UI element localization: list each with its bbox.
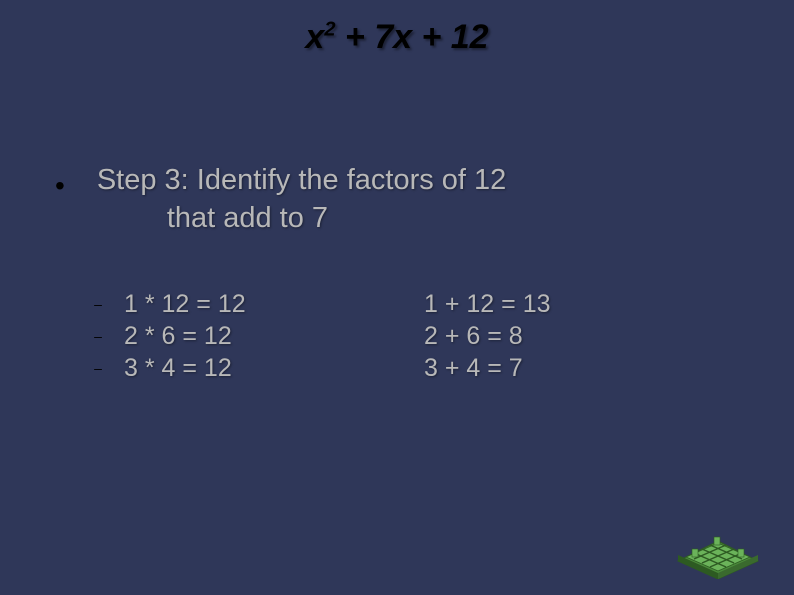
title-rest: + 7x + 12 — [335, 18, 488, 56]
factor-mult-row: 3 * 4 = 12 — [124, 352, 424, 384]
dash-bullet: – — [72, 352, 124, 384]
factor-add-row: 1 + 12 = 13 — [424, 288, 551, 320]
title-superscript: 2 — [324, 19, 335, 41]
dash-bullets: – – – — [72, 288, 124, 384]
step-line-2: that add to 7 — [167, 200, 506, 238]
factor-mult-row: 1 * 12 = 12 — [124, 288, 424, 320]
step-line-1: Step 3: Identify the factors of 12 — [97, 162, 506, 200]
dash-bullet: – — [72, 288, 124, 320]
bullet-icon: • — [55, 172, 65, 200]
step-bullet-row: • Step 3: Identify the factors of 12 tha… — [55, 162, 506, 237]
factor-add-row: 3 + 4 = 7 — [424, 352, 551, 384]
addition-column: 1 + 12 = 13 2 + 6 = 8 3 + 4 = 7 — [424, 288, 551, 384]
slide-title: x2 + 7x + 12 — [0, 0, 794, 57]
maze-icon — [672, 513, 766, 579]
multiplication-column: 1 * 12 = 12 2 * 6 = 12 3 * 4 = 12 — [124, 288, 424, 384]
factor-columns: – – – 1 * 12 = 12 2 * 6 = 12 3 * 4 = 12 … — [72, 288, 712, 384]
title-var: x — [305, 18, 324, 56]
factor-mult-row: 2 * 6 = 12 — [124, 320, 424, 352]
dash-bullet: – — [72, 320, 124, 352]
step-text: Step 3: Identify the factors of 12 that … — [97, 162, 506, 237]
factor-add-row: 2 + 6 = 8 — [424, 320, 551, 352]
